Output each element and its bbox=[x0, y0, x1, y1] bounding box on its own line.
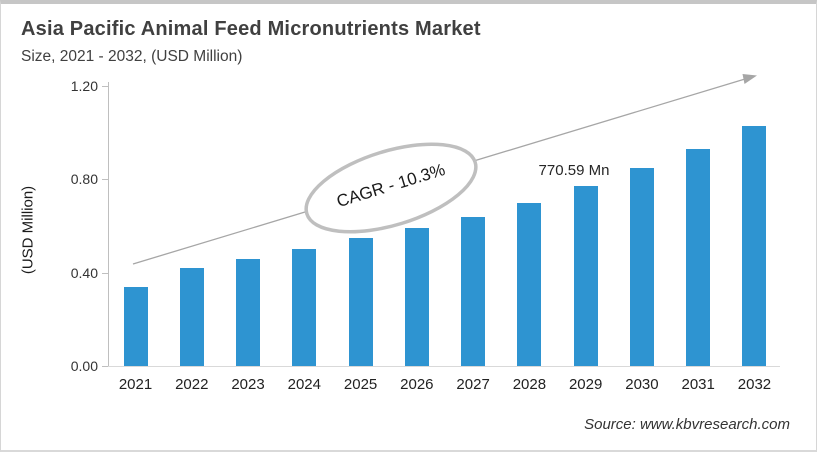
x-axis-label-2025: 2025 bbox=[343, 376, 378, 393]
bar-2027 bbox=[461, 217, 486, 366]
y-axis-tick-label: 0.40 bbox=[70, 264, 98, 281]
y-axis-tick-mark bbox=[102, 179, 108, 180]
bar-2025 bbox=[348, 238, 373, 366]
data-label-2029: 770.59 Mn bbox=[538, 162, 610, 179]
bar-2022 bbox=[179, 268, 204, 366]
x-axis-label-2021: 2021 bbox=[118, 376, 153, 393]
x-axis-label-2029: 2029 bbox=[568, 376, 603, 393]
y-axis-line bbox=[108, 82, 109, 367]
x-axis-label-2023: 2023 bbox=[231, 376, 265, 393]
bar-2023 bbox=[236, 259, 261, 366]
bar-2032 bbox=[742, 126, 767, 366]
x-axis-label-2030: 2030 bbox=[625, 376, 659, 393]
y-axis-tick-mark bbox=[102, 366, 108, 367]
bar-2026 bbox=[404, 228, 429, 366]
x-axis-label-2026: 2026 bbox=[400, 376, 434, 393]
x-axis-label-2027: 2027 bbox=[456, 376, 490, 393]
bar-2024 bbox=[292, 249, 317, 366]
chart-title: Asia Pacific Animal Feed Micronutrients … bbox=[21, 18, 481, 40]
bar-2029 bbox=[573, 186, 598, 366]
source-text: Source: www.kbvresearch.com bbox=[584, 416, 790, 433]
y-axis-tick-mark bbox=[102, 86, 108, 87]
bar-2031 bbox=[686, 149, 711, 366]
x-axis-label-2032: 2032 bbox=[737, 376, 772, 393]
bar-2028 bbox=[517, 203, 542, 366]
y-axis-tick-label: 0.00 bbox=[70, 358, 98, 374]
x-axis-line bbox=[108, 366, 780, 367]
bar-2021 bbox=[123, 287, 148, 366]
bar-2030 bbox=[629, 168, 654, 366]
y-axis-tick-label: 0.80 bbox=[70, 171, 98, 188]
x-axis-label-2031: 2031 bbox=[681, 376, 715, 393]
x-axis-label-2028: 2028 bbox=[512, 376, 547, 393]
trend-annotation bbox=[132, 74, 757, 265]
chart-subtitle: Size, 2021 - 2032, (USD Million) bbox=[21, 48, 243, 65]
trend-arrow-head-icon bbox=[742, 74, 757, 84]
x-axis-label-2022: 2022 bbox=[175, 376, 209, 393]
y-axis-tick-mark bbox=[102, 273, 108, 274]
cagr-ellipse bbox=[304, 142, 478, 234]
x-axis-label-2024: 2024 bbox=[287, 376, 321, 393]
y-axis-tick-label: 1.20 bbox=[70, 78, 98, 94]
